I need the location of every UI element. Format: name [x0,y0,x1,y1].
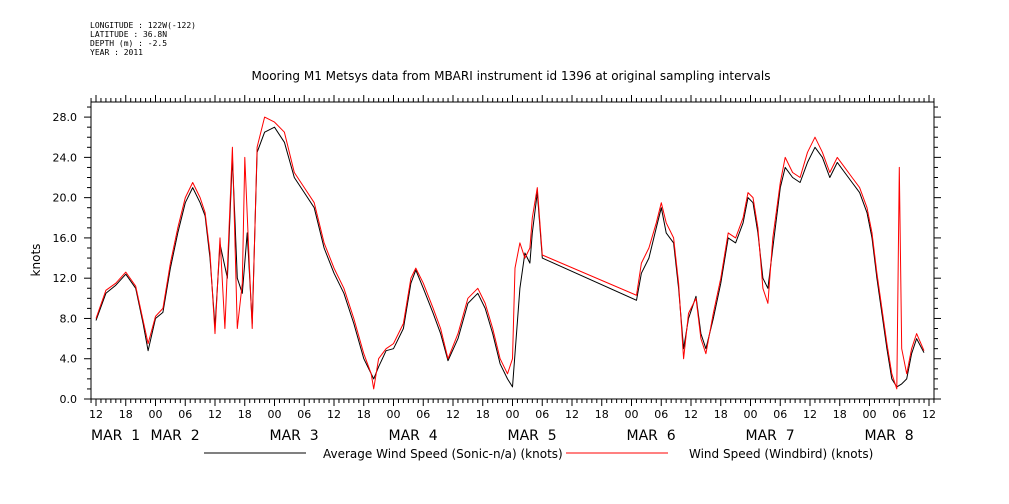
y-axis-label: knots [29,244,43,277]
x-hour-label: 12 [803,408,817,421]
x-tick-labels: 12 18 00 06 12 18 00 06 12 18 00 06 12 18 00 06 12 18 00 06… [89,408,936,444]
y-tick-label: 16.0 [53,232,78,245]
x-hour-label: 12 [565,408,579,421]
x-hour-label: 18 [595,408,609,421]
x-hour-label: 12 [446,408,460,421]
x-day-label: MAR 2 [151,428,200,444]
x-hour-label: 06 [297,408,311,421]
meta-year: YEAR : 2011 [90,48,143,57]
x-hour-label: 12 [89,408,103,421]
x-day-label: MAR 5 [508,428,557,444]
station-metadata: LONGITUDE : 122W(-122) LATITUDE : 36.8N … [90,21,196,57]
legend-label-windbird: Wind Speed (Windbird) (knots) [689,447,873,461]
y-tick-label: 20.0 [53,192,78,205]
x-hour-label: 00 [387,408,401,421]
x-day-label: MAR 6 [627,428,676,444]
y-tick-label: 0.0 [60,393,78,406]
x-hour-label: 00 [625,408,639,421]
x-hour-label: 00 [744,408,758,421]
meta-depth: DEPTH (m) : -2.5 [90,39,167,48]
x-hour-label: 06 [773,408,787,421]
meta-longitude: LONGITUDE : 122W(-122) [90,21,196,30]
x-hour-label: 18 [119,408,133,421]
y-tick-label: 28.0 [53,111,78,124]
legend-label-sonic: Average Wind Speed (Sonic-n/a) (knots) [323,447,563,461]
y-tick-labels: 0.0 4.0 8.0 12.0 16.0 20.0 24.0 28.0 [53,111,78,406]
meta-latitude: LATITUDE : 36.8N [90,30,167,39]
x-day-label: MAR 8 [865,428,914,444]
x-hour-label: 18 [714,408,728,421]
x-hour-label: 06 [535,408,549,421]
x-day-label: MAR 1 [91,428,140,444]
x-hour-label: 12 [684,408,698,421]
x-hour-label: 06 [416,408,430,421]
y-tick-label: 4.0 [60,353,78,366]
y-tick-label: 12.0 [53,272,78,285]
legend: Average Wind Speed (Sonic-n/a) (knots) W… [204,447,873,461]
x-hour-label: 06 [654,408,668,421]
x-hour-label: 18 [476,408,490,421]
x-hour-label: 18 [833,408,847,421]
series-line-windbird [95,116,925,390]
x-day-label: MAR 4 [389,428,438,444]
x-hour-label: 06 [178,408,192,421]
x-hour-label: 00 [506,408,520,421]
x-hour-label: 06 [892,408,906,421]
x-hour-label: 12 [208,408,222,421]
x-hour-label: 00 [268,408,282,421]
chart-title: Mooring M1 Metsys data from MBARI instru… [252,69,771,83]
x-hour-label: 18 [357,408,371,421]
x-hour-label: 12 [922,408,936,421]
x-hour-label: 00 [863,408,877,421]
series-line-sonic [95,126,925,388]
series-lines [95,116,925,390]
axis-ticks [84,95,941,406]
x-hour-label: 18 [238,408,252,421]
x-hour-label: 12 [327,408,341,421]
x-day-label: MAR 3 [270,428,319,444]
y-tick-label: 24.0 [53,151,78,164]
x-hour-label: 00 [149,408,163,421]
x-day-label: MAR 7 [746,428,795,444]
y-tick-label: 8.0 [60,312,78,325]
